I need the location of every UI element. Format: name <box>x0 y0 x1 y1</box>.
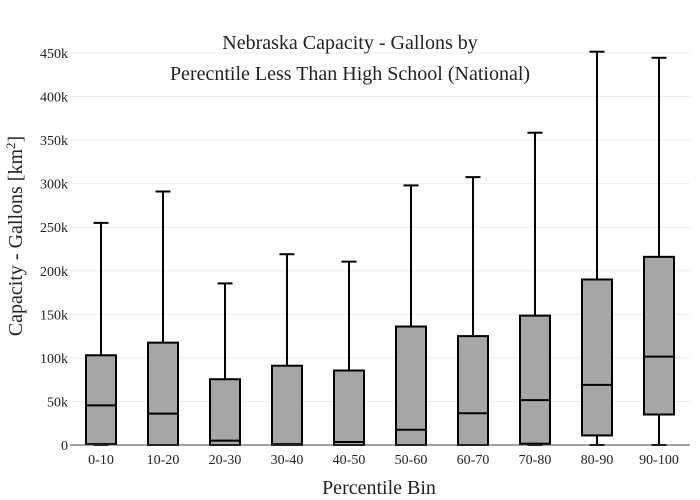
x-axis-title: Percentile Bin <box>322 477 436 499</box>
y-axis-title-main: Capacity - Gallons [km <box>5 149 27 337</box>
box-iqr <box>271 364 303 446</box>
box-80-90 <box>581 50 613 446</box>
y-axis-title-superscript: 2 <box>3 142 18 149</box>
box-20-30 <box>209 282 241 446</box>
box-iqr <box>457 335 489 446</box>
box-30-40 <box>271 253 303 446</box>
y-axis-title: Capacity - Gallons [km2] <box>3 136 28 336</box>
box-iqr <box>85 354 117 446</box>
box-60-70 <box>457 176 489 446</box>
chart-title-line-1: Nebraska Capacity - Gallons by <box>222 32 477 54</box>
y-tick-label: 150k <box>40 308 68 323</box>
box-iqr <box>333 369 365 446</box>
box-0-10 <box>85 221 117 446</box>
y-tick-label: 0 <box>61 439 68 454</box>
x-tick-label: 60-70 <box>457 453 490 468</box>
y-tick-label: 450k <box>40 47 68 62</box>
chart-title-line-2: Perecntile Less Than High School (Nation… <box>170 63 530 85</box>
box-iqr <box>581 278 613 437</box>
boxes <box>85 50 675 447</box>
x-tick-label: 90-100 <box>639 453 679 468</box>
x-tick-label: 80-90 <box>581 453 614 468</box>
box-10-20 <box>147 190 179 446</box>
y-tick-label: 250k <box>40 221 68 236</box>
y-tick-label: 50k <box>47 395 68 410</box>
y-tick-label: 300k <box>40 178 68 193</box>
x-tick-label: 20-30 <box>209 453 242 468</box>
x-tick-label: 0-10 <box>88 453 114 468</box>
box-iqr <box>643 255 675 416</box>
box-90-100 <box>643 56 675 446</box>
y-axis-ticks: 0 50k 100k 150k 200k 250k 300k 350k 400k 450k <box>40 47 68 454</box>
box-iqr <box>209 378 241 446</box>
x-tick-label: 40-50 <box>333 453 366 468</box>
box-iqr <box>519 314 551 445</box>
y-tick-label: 350k <box>40 134 68 149</box>
y-tick-label: 200k <box>40 265 68 280</box>
x-tick-label: 50-60 <box>395 453 428 468</box>
y-axis-title-end: ] <box>5 136 27 143</box>
x-axis-ticks: 0-10 10-20 20-30 30-40 40-50 50-60 60-70 70-80 8… <box>88 453 679 468</box>
box-70-80 <box>519 131 551 446</box>
x-tick-label: 30-40 <box>271 453 304 468</box>
box-iqr <box>395 325 427 447</box>
x-tick-label: 70-80 <box>519 453 552 468</box>
y-tick-label: 100k <box>40 352 68 367</box>
box-40-50 <box>333 260 365 446</box>
y-tick-label: 400k <box>40 91 68 106</box>
box-50-60 <box>395 184 427 447</box>
x-tick-label: 10-20 <box>147 453 180 468</box>
box-iqr <box>147 341 179 446</box>
